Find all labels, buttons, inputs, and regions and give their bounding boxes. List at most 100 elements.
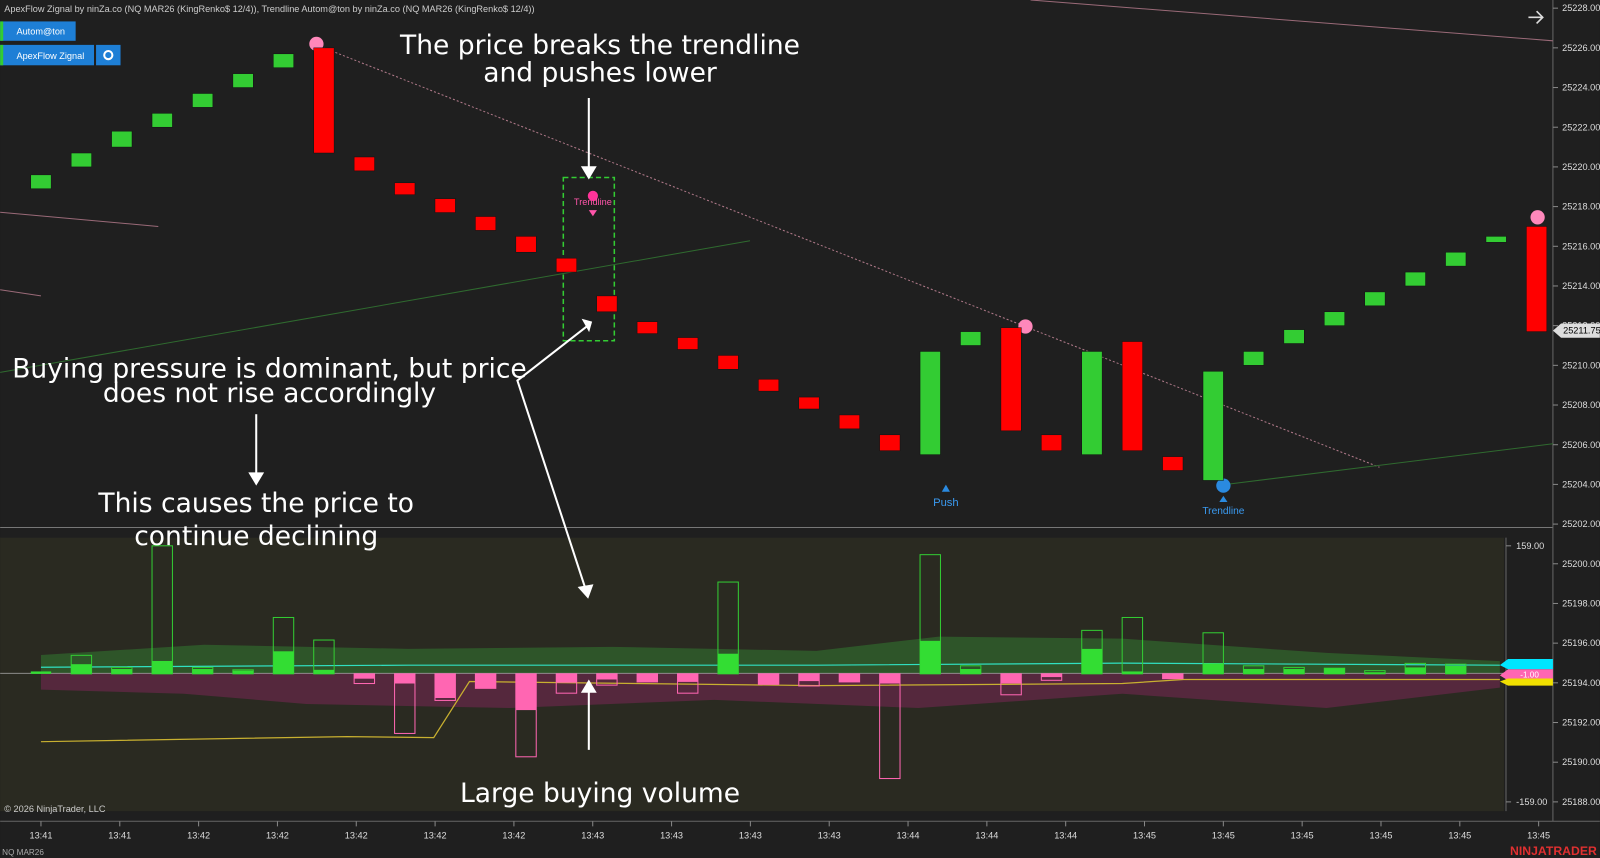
button-label[interactable]: ApexFlow Zignal [16,51,84,61]
header-title: ApexFlow Zignal by ninZa.co (NQ MAR26 (K… [4,4,534,14]
signal-dot [1530,210,1545,225]
y-tick-label: 25206.00 [1562,440,1600,450]
candle [1324,311,1345,326]
trendline [1030,0,1553,42]
signal-dot [1018,319,1033,334]
candle [313,47,335,154]
signal-arrow [588,210,597,217]
button[interactable] [0,44,95,66]
candle [70,152,92,168]
x-tick-label: 13:45 [1291,831,1314,841]
signal-arrow [941,484,950,492]
volume-delta [354,673,375,679]
volume-delta [111,669,133,674]
volume-delta [717,653,739,674]
y-tick-label: 25224.00 [1562,83,1600,93]
volume-delta [394,673,415,684]
annotation: does not rise accordingly [103,378,436,409]
candle [1283,329,1305,344]
volume-delta [1203,663,1224,674]
candle [1526,226,1548,332]
y-tick-label: 25194.00 [1562,678,1600,688]
x-tick-label: 13:43 [660,831,683,841]
volume-delta [1000,673,1022,684]
candle [596,295,618,313]
volume-delta [152,660,173,674]
y-tick-label: 25210.00 [1562,360,1600,370]
candle [677,337,699,350]
candle [758,378,780,392]
x-tick-label: 13:42 [502,831,525,841]
candle [1202,371,1224,481]
copyright: © 2026 NinjaTrader, LLC [4,804,106,814]
button-label[interactable]: Autom@ton [16,27,65,37]
volume-delta [71,664,92,674]
x-tick-label: 13:42 [424,831,447,841]
volume-delta [30,671,52,674]
x-tick-label: 13:44 [897,831,920,841]
volume-delta [1041,673,1062,678]
instrument: NQ MAR26 [2,848,44,857]
x-tick-label: 13:42 [345,831,368,841]
trendline [0,289,42,297]
volume-delta [1324,668,1345,674]
button[interactable] [0,21,76,41]
volume-delta [1405,667,1426,674]
signal-label: Trendline [1202,506,1244,517]
y-tick-label: 25190.00 [1562,757,1600,767]
signal-dot [309,36,324,52]
candle [636,321,658,334]
candle [1000,327,1022,432]
volume-delta [637,673,658,682]
volume-delta [920,640,941,674]
volume-delta [758,673,779,685]
marker-tag [1499,669,1553,681]
trendline [0,211,159,227]
y-tick-label: 25222.00 [1562,122,1600,132]
price-tag [1552,323,1600,338]
buy-band [40,636,1500,674]
candle [111,130,133,148]
y-tick-label: 25202.00 [1562,519,1600,529]
y-tick-label: 159.00 [1516,541,1544,551]
volume-delta [232,670,254,674]
settings-button[interactable] [96,44,121,66]
x-tick-label: 13:45 [1527,831,1550,841]
marker-tag [1499,678,1553,686]
annotation: The price breaks the trendline [399,30,800,61]
x-tick-label: 13:45 [1448,831,1471,841]
volume-delta [1081,648,1103,674]
candle [273,53,294,68]
candle [151,113,173,128]
volume-delta [515,673,537,711]
y-tick-label: 25226.00 [1562,43,1600,53]
x-tick-label: 13:45 [1370,831,1393,841]
candle [1162,456,1184,471]
candle [515,236,537,253]
candle [192,93,214,108]
candle [798,396,820,410]
signal-label: Push [933,497,959,509]
volume-delta [596,673,618,680]
volume-delta [313,669,335,674]
brand: NINJATRADER [1510,844,1597,858]
candle [1364,291,1386,307]
volume-delta [434,673,456,699]
volume-delta [1243,669,1264,674]
y-tick-label: 25218.00 [1562,202,1600,212]
annotation: and pushes lower [483,58,717,89]
volume-delta [677,673,698,682]
candle [919,351,941,455]
y-tick-label: 25214.00 [1562,281,1600,291]
candle [1081,351,1103,455]
arrow-icon[interactable] [1528,10,1544,25]
candle [1445,251,1467,267]
annotation: Buying pressure is dominant, but price [12,353,527,384]
y-tick-label: 25196.00 [1562,638,1600,648]
y-tick-label: 25220.00 [1562,162,1600,172]
y-tick-label: 25192.00 [1562,718,1600,728]
candle [394,182,416,195]
volume-delta [1445,665,1466,674]
volume-delta [192,669,213,674]
